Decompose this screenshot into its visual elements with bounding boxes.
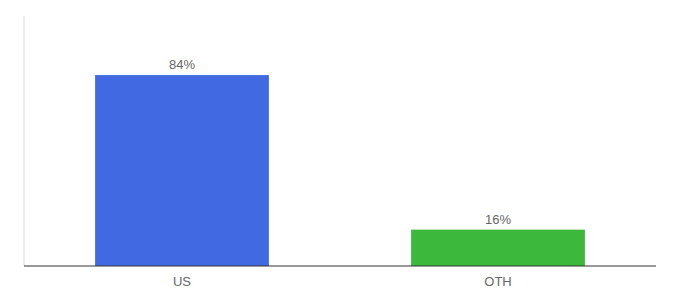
x-tick-label: US bbox=[173, 274, 191, 289]
data-labels: 84% 16% bbox=[169, 57, 511, 227]
bars bbox=[95, 75, 585, 266]
data-label: 84% bbox=[169, 57, 195, 72]
bar bbox=[95, 75, 269, 266]
chart-svg: 84% 16% US OTH bbox=[0, 0, 680, 300]
chart-container: 84% 16% US OTH bbox=[0, 0, 680, 300]
x-axis bbox=[24, 266, 656, 267]
bar bbox=[411, 230, 585, 266]
x-tick-label: OTH bbox=[484, 274, 511, 289]
data-label: 16% bbox=[485, 212, 511, 227]
y-axis bbox=[24, 16, 25, 266]
